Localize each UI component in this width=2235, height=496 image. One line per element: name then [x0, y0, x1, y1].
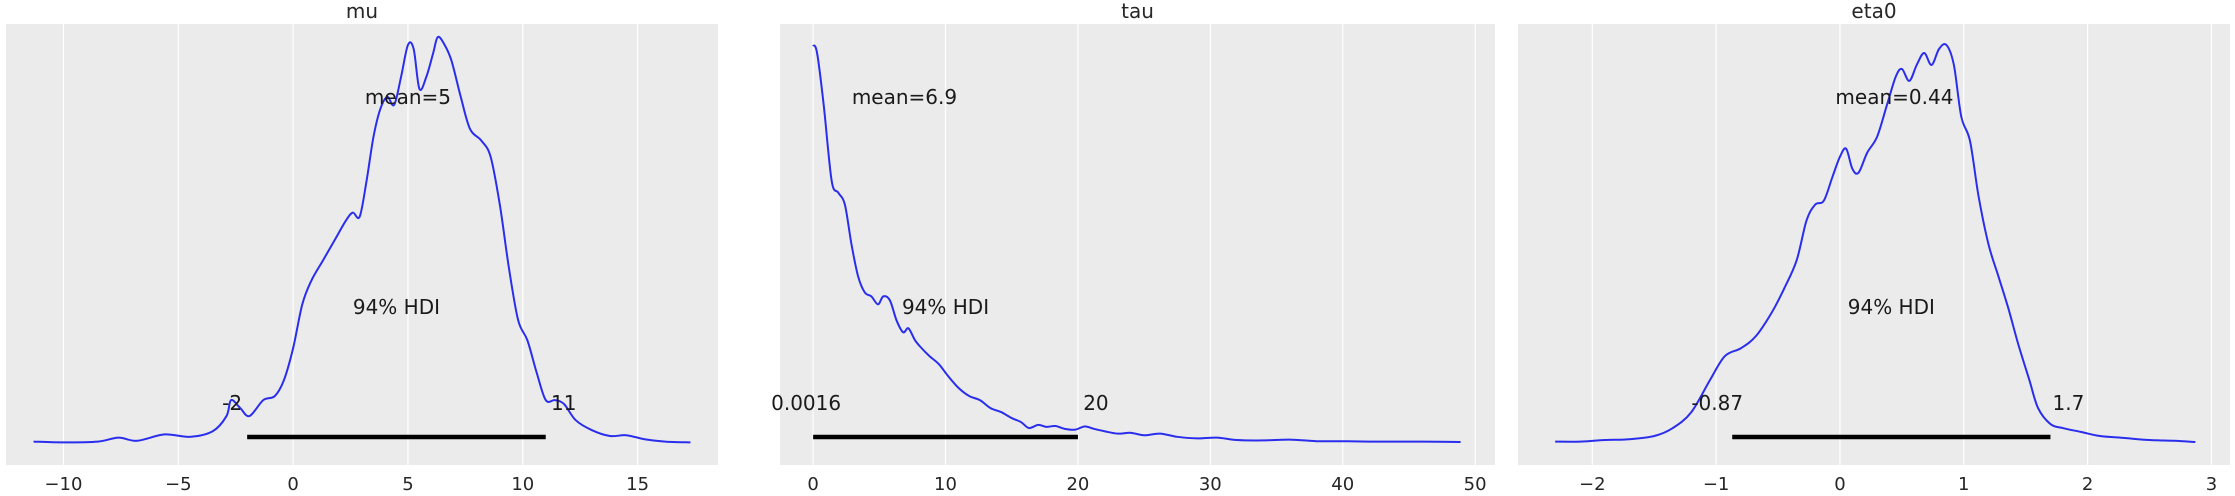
x-tick-label: 15 — [626, 474, 649, 495]
mean-label: mean=5 — [365, 85, 451, 109]
density-curve — [33, 35, 691, 444]
x-tick-label: 0 — [287, 474, 298, 495]
x-tick-label: 40 — [1331, 474, 1354, 495]
plot-background — [1518, 24, 2230, 465]
x-tick-label: 30 — [1199, 474, 1222, 495]
density-curve — [1555, 43, 2196, 443]
x-tick-label: 5 — [402, 474, 413, 495]
hdi-label: 94% HDI — [1848, 295, 1935, 319]
x-tick-label: 10 — [511, 474, 534, 495]
hdi-label: 94% HDI — [353, 295, 440, 319]
x-tick-label: −2 — [1579, 474, 1606, 495]
mean-label: mean=0.44 — [1835, 85, 1953, 109]
x-tick-label: 1 — [1958, 474, 1969, 495]
plot-background — [780, 24, 1495, 465]
hdi-lower-label: -0.87 — [1691, 391, 1743, 415]
panel-title: eta0 — [1851, 0, 1896, 23]
x-tick-label: −1 — [1703, 474, 1730, 495]
hdi-lower-label: -2 — [222, 391, 242, 415]
panel-title: mu — [346, 0, 378, 23]
hdi-upper-label: 11 — [551, 391, 576, 415]
x-tick-label: 10 — [934, 474, 957, 495]
mean-label: mean=6.9 — [852, 85, 957, 109]
panel-mu: −10 −5 0 5 10 15 mu mean=5 94% HDI -2 11 — [6, 0, 718, 495]
x-tick-label: 0 — [807, 474, 818, 495]
x-tick-label: −10 — [44, 474, 82, 495]
hdi-upper-label: 20 — [1083, 391, 1108, 415]
panel-tau: 0 10 20 30 40 50 tau mean=6.9 94% HDI 0.0016 20 — [771, 0, 1495, 495]
panel-title: tau — [1121, 0, 1154, 23]
hdi-label: 94% HDI — [902, 295, 989, 319]
hdi-upper-label: 1.7 — [2053, 391, 2085, 415]
x-tick-label: 0 — [1834, 474, 1845, 495]
x-tick-label: 20 — [1066, 474, 1089, 495]
x-tick-label: −5 — [165, 474, 192, 495]
x-tick-label: 2 — [2082, 474, 2093, 495]
x-tick-label: 50 — [1464, 474, 1487, 495]
panel-eta0: −2 −1 0 1 2 3 eta0 mean=0.44 94% HDI -0.87 1.7 — [1518, 0, 2230, 495]
density-curve — [812, 44, 1461, 443]
hdi-lower-label: 0.0016 — [771, 391, 841, 415]
x-tick-label: 3 — [2206, 474, 2217, 495]
plot-background — [6, 24, 718, 465]
